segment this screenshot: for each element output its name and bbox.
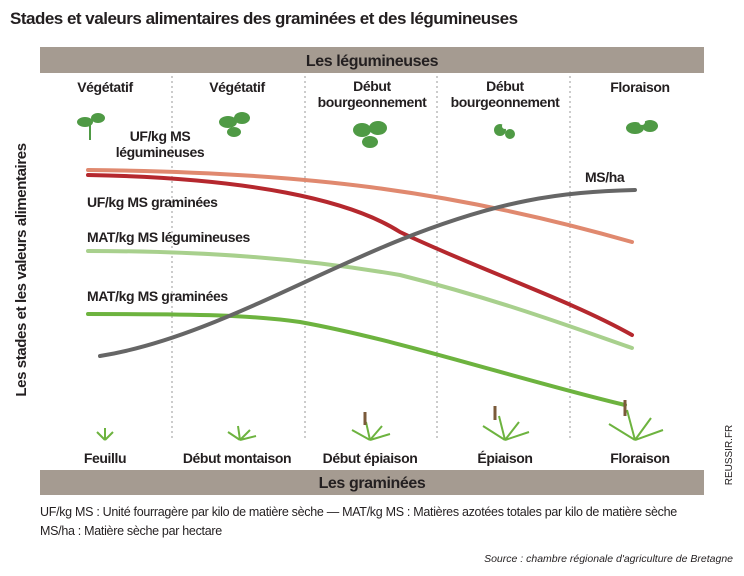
- top-stage: bourgeonnement: [451, 94, 560, 110]
- top-stage: Végétatif: [77, 79, 133, 95]
- top-stage: Végétatif: [209, 79, 265, 95]
- curve-label: MAT/kg MS légumineuses: [87, 229, 250, 245]
- uf-legumineuses-curve: [86, 168, 634, 244]
- bottom-stage: Feuillu: [84, 450, 126, 466]
- grass-icons: [96, 400, 664, 441]
- note: UF/kg MS : Unité fourragère par kilo de …: [40, 505, 677, 519]
- credit: REUSSIR.FR: [724, 425, 735, 486]
- mat-legumineuses-curve: [86, 249, 634, 350]
- curve-label: UF/kg MS graminées: [87, 194, 218, 210]
- top-stage: Floraison: [610, 79, 669, 95]
- bottom-stage: Début montaison: [183, 450, 291, 466]
- top-band-label: Les légumineuses: [306, 53, 439, 70]
- top-stage: Début: [486, 78, 524, 94]
- note: MS/ha : Matière sèche par hectare: [40, 524, 222, 538]
- bottom-band: [40, 470, 704, 495]
- legume-icons: [77, 112, 658, 148]
- bottom-band-label: Les graminées: [319, 475, 426, 492]
- bottom-stage: Épiaison: [477, 450, 532, 466]
- curve-label: MS/ha: [585, 169, 625, 185]
- uf-graminees-curve: [86, 173, 634, 337]
- curve-label: MAT/kg MS graminées: [87, 288, 228, 304]
- bottom-stage: Floraison: [610, 450, 669, 466]
- top-stage: bourgeonnement: [318, 94, 427, 110]
- ms-ha-curve: [98, 188, 637, 358]
- title: Stades et valeurs alimentaires des grami…: [10, 9, 518, 28]
- curve-label: UF/kg MS: [130, 128, 191, 144]
- top-band: [40, 47, 704, 73]
- source: Source : chambre régionale d'agriculture…: [484, 553, 733, 565]
- top-stage: Début: [353, 78, 391, 94]
- bottom-stage: Début épiaison: [323, 450, 418, 466]
- curve-label: légumineuses: [116, 144, 205, 160]
- separators: [171, 76, 571, 440]
- mat-graminees-curve: [86, 312, 627, 407]
- y-axis-label: Les stades et les valeurs alimentaires: [13, 143, 30, 396]
